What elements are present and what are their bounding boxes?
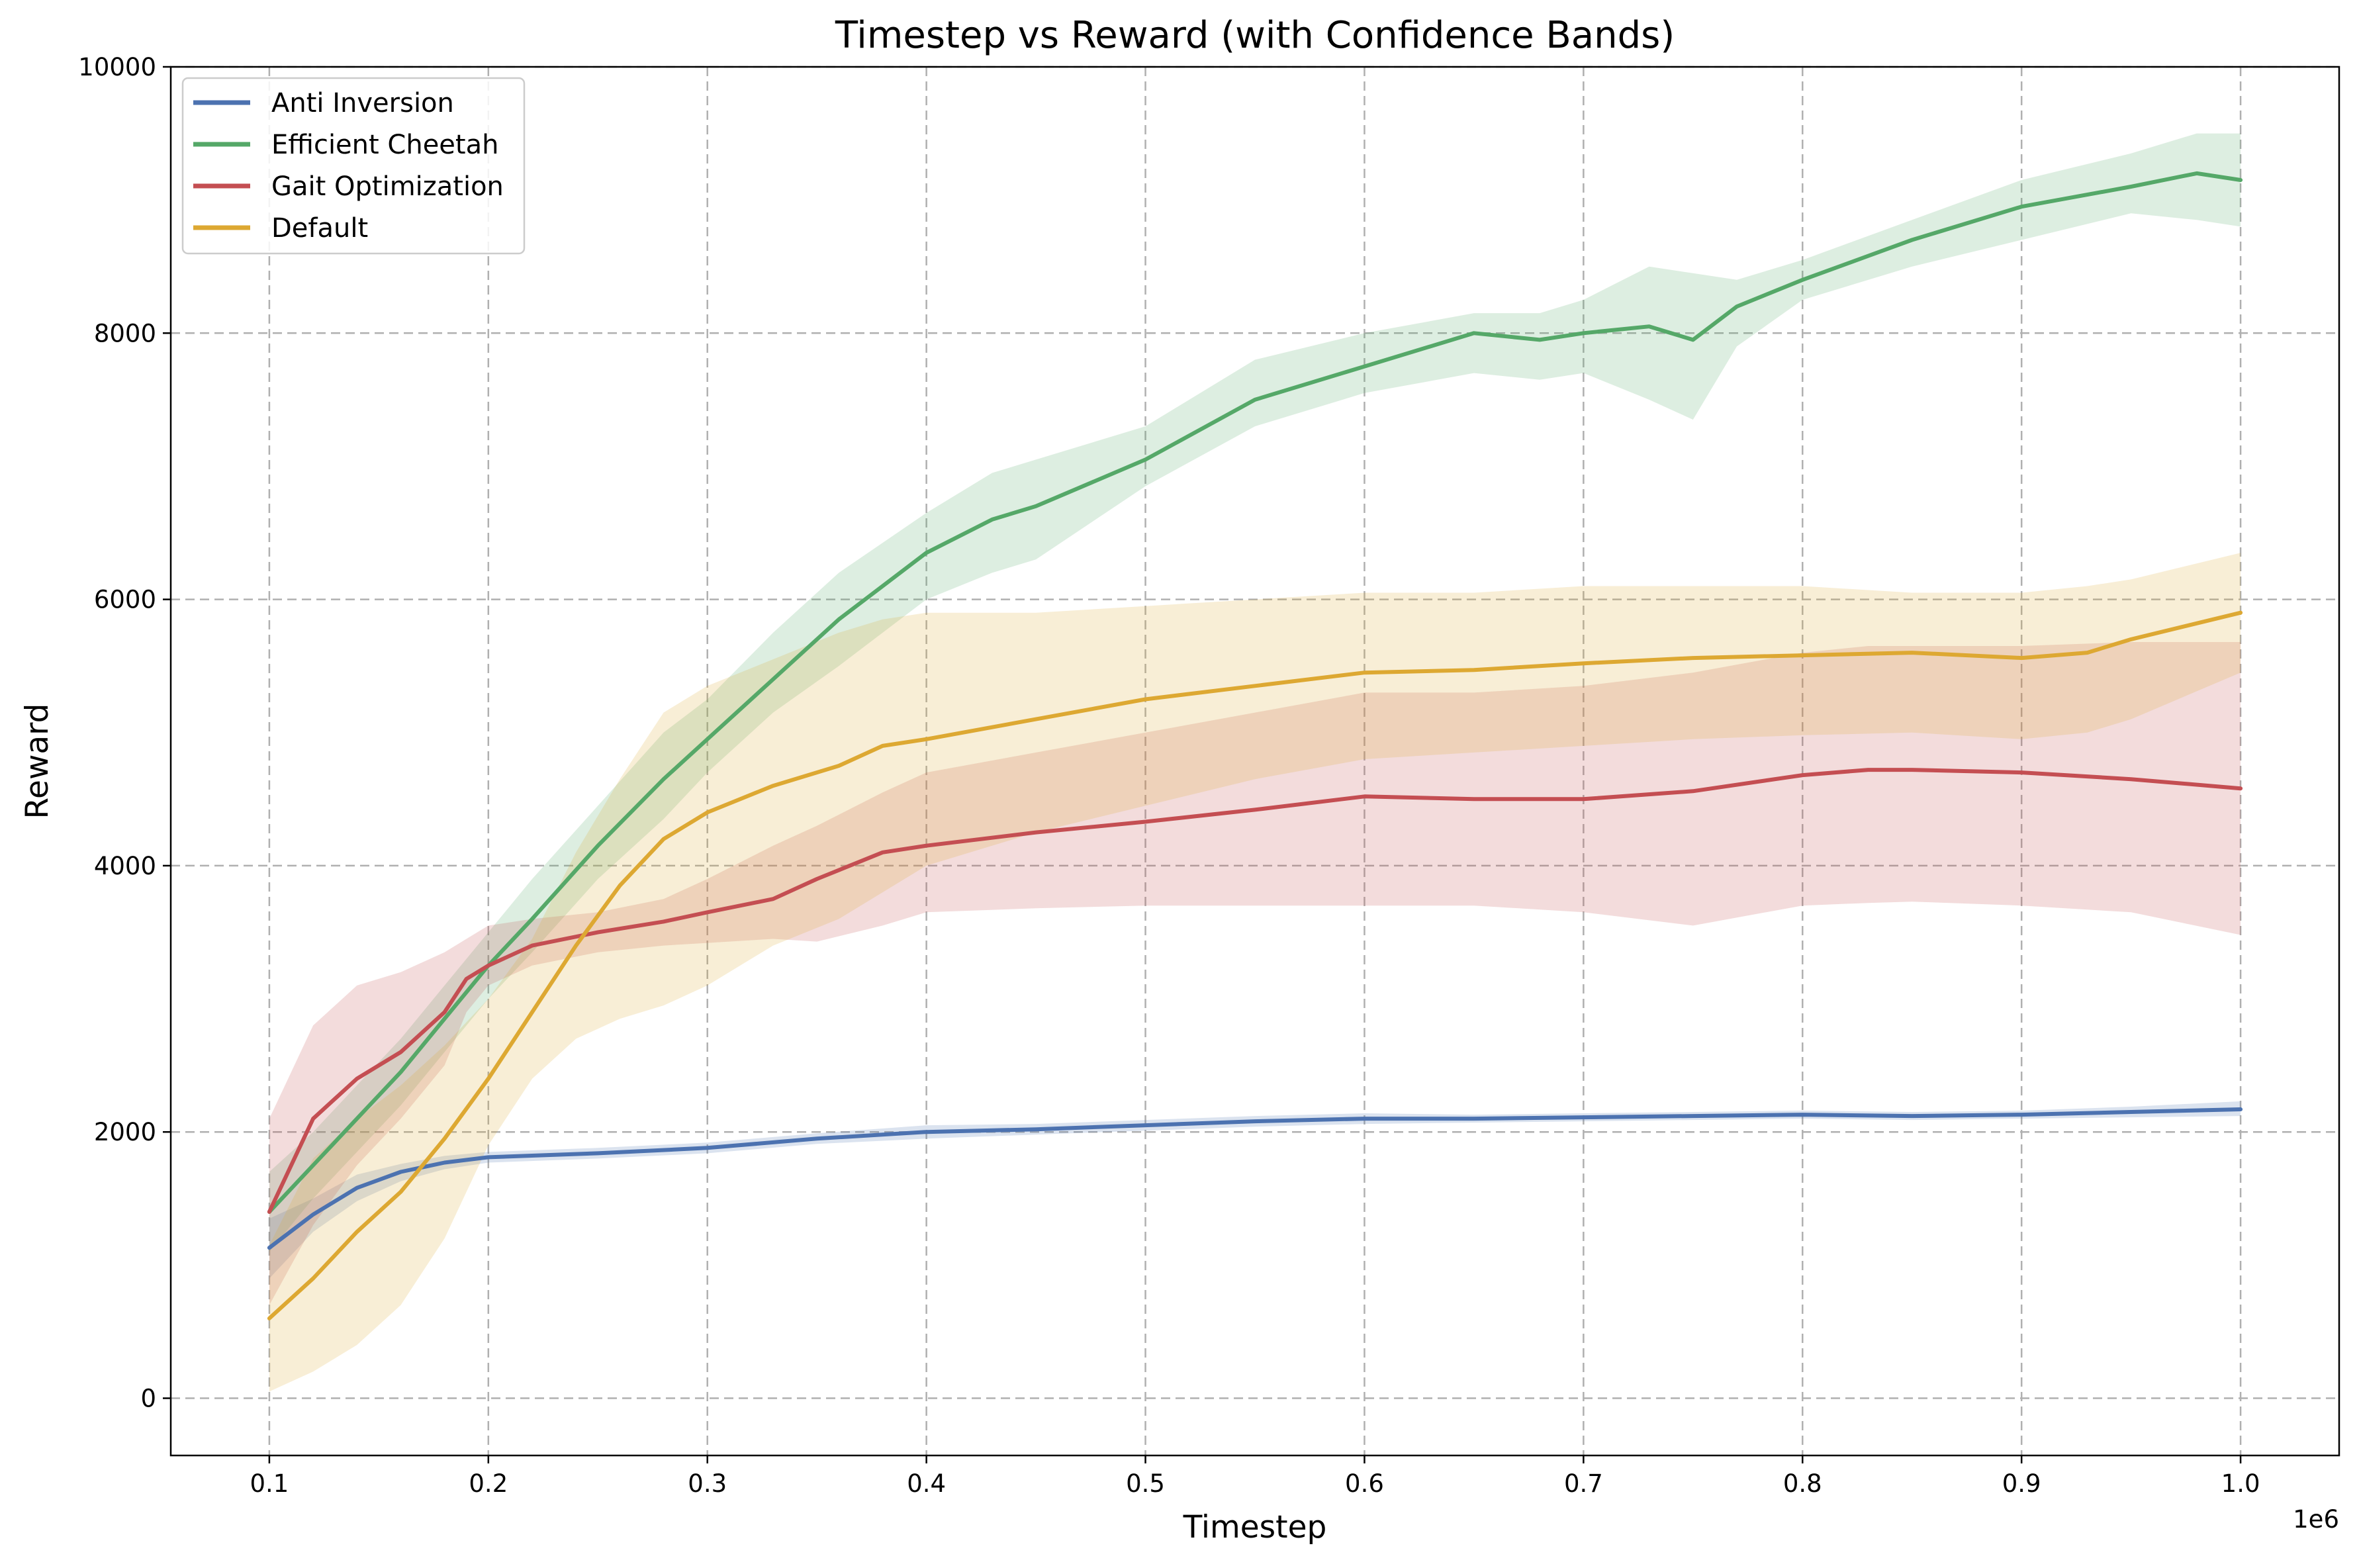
x-tick-label: 0.7	[1564, 1469, 1603, 1498]
legend-label-efficient-cheetah: Efficient Cheetah	[271, 130, 498, 160]
x-axis-offset-label: 1e6	[2293, 1505, 2339, 1534]
legend-label-gait-optimization: Gait Optimization	[271, 171, 504, 202]
series-lines	[267, 171, 2243, 1320]
confidence-band-anti-inversion	[269, 1101, 2241, 1279]
x-tick-label: 0.8	[1783, 1469, 1822, 1498]
x-tick-label: 0.9	[2002, 1469, 2041, 1498]
legend-box	[181, 77, 526, 255]
y-tick-label: 8000	[94, 319, 156, 347]
y-tick-label: 2000	[94, 1118, 156, 1146]
x-tick-label: 0.3	[688, 1469, 727, 1498]
series-line-efficient-cheetah	[267, 171, 2243, 1214]
series-line-gait-optimization	[267, 768, 2243, 1214]
y-tick-label: 10000	[78, 53, 156, 81]
confidence-band-gait-optimization	[269, 642, 2241, 1305]
x-tick-label: 0.6	[1345, 1469, 1384, 1498]
y-tick-label: 0	[140, 1385, 156, 1413]
x-tick-label: 0.1	[250, 1469, 289, 1498]
x-axis-label: Timestep	[1183, 1509, 1327, 1545]
y-axis-label: Reward	[19, 703, 56, 819]
plot-frame	[169, 66, 2340, 1457]
legend-label-anti-inversion: Anti Inversion	[271, 88, 454, 118]
chart-title: Timestep vs Reward (with Confidence Band…	[835, 14, 1675, 57]
x-tick-label: 0.5	[1126, 1469, 1165, 1498]
y-tick-label: 4000	[94, 852, 156, 880]
x-tick-label: 0.4	[907, 1469, 946, 1498]
x-tick-label: 0.2	[469, 1469, 508, 1498]
legend-items: Anti Inversion Efficient Cheetah Gait Opti…	[193, 88, 504, 244]
x-tick-label: 1.0	[2221, 1469, 2260, 1498]
confidence-bands	[269, 133, 2241, 1392]
y-tick-label: 6000	[94, 586, 156, 614]
series-line-default	[267, 610, 2243, 1320]
confidence-band-default	[269, 553, 2241, 1392]
legend: Anti Inversion Efficient Cheetah Gait Opti…	[181, 77, 526, 255]
tick-layer: 0.1 0.2 0.3 0.4 0.5 0.6 0.7 0.8 0.9 1.0 0 2000 4000 6…	[78, 53, 2260, 1498]
legend-label-default: Default	[271, 213, 368, 244]
